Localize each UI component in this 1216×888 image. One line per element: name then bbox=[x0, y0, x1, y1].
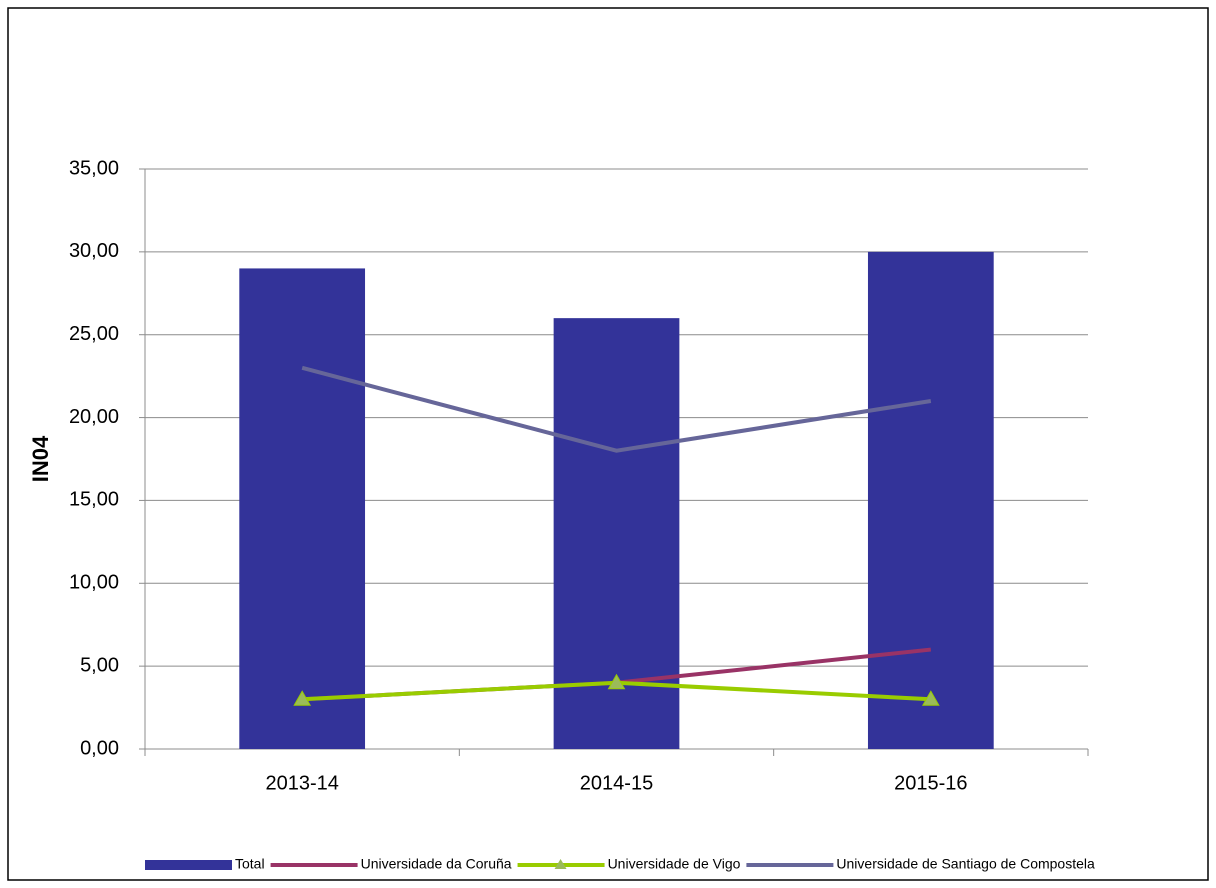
x-tick-label: 2013-14 bbox=[265, 772, 338, 794]
marker bbox=[607, 673, 626, 690]
bar bbox=[867, 251, 994, 749]
y-tick-label: 25,00 bbox=[69, 323, 119, 345]
y-tick-label: 0,00 bbox=[80, 737, 119, 759]
marker bbox=[293, 690, 312, 706]
legend-label: Universidade da Coruña bbox=[361, 856, 512, 872]
legend-marker bbox=[554, 859, 567, 869]
line bbox=[301, 365, 932, 453]
legend-label: Universidade de Santiago de Compostela bbox=[836, 856, 1095, 872]
bar bbox=[239, 268, 366, 749]
x-tick-label: 2014-15 bbox=[580, 772, 653, 794]
y-tick-label: 30,00 bbox=[69, 240, 119, 262]
marker bbox=[921, 690, 940, 706]
y-axis-label: IN04 bbox=[28, 435, 53, 482]
x-tick-label: 2015-16 bbox=[894, 772, 967, 794]
legend-label: Total bbox=[235, 856, 265, 872]
y-tick-label: 35,00 bbox=[69, 157, 119, 179]
y-tick-label: 5,00 bbox=[80, 654, 119, 676]
legend-swatch bbox=[145, 860, 232, 870]
y-tick-label: 10,00 bbox=[69, 572, 119, 594]
legend-label: Universidade de Vigo bbox=[608, 856, 741, 872]
y-tick-label: 15,00 bbox=[69, 489, 119, 511]
y-tick-label: 20,00 bbox=[69, 406, 119, 428]
